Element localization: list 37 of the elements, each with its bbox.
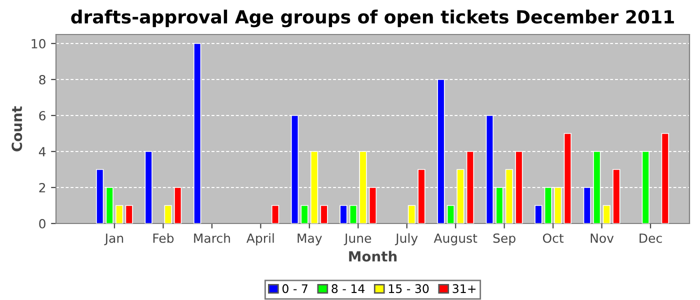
y-axis-title: Count [12,106,22,152]
y-tick-label: 2 [39,182,46,192]
bar [534,205,542,224]
x-tick-label: Dec [640,234,662,243]
x-axis-title: Month [349,250,397,262]
legend-label: 8 - 14 [332,284,365,294]
bar [340,205,348,224]
chart-title: drafts-approval Age groups of open tickets December 2011 [71,10,674,28]
bar [164,205,172,224]
bar [300,205,308,224]
x-tick-label: August [434,234,478,246]
legend-label: 15 - 30 [388,284,429,294]
y-tick-label: 8 [39,74,46,84]
x-tick-label: May [298,234,322,246]
x-tick-label: Feb [153,233,174,243]
bar [408,205,416,224]
x-tick-label: Jan [104,234,124,246]
bar [320,205,328,224]
bar [271,205,280,224]
y-tick-label: 6 [39,110,46,120]
x-tick-label: Sep [493,233,516,246]
x-tick-label: March [194,233,230,243]
legend-label: 31+ [452,284,476,294]
bar [125,205,133,224]
y-tick-label: 10 [32,38,46,48]
bar [349,205,358,224]
bar [446,205,455,224]
bar [602,205,610,224]
x-tick-label: Nov [590,234,614,243]
x-tick-label: Oct [542,233,564,243]
bar [116,205,124,224]
x-tick-label: June [344,234,372,246]
y-tick-label: 0 [39,218,46,228]
legend-label: 0 - 7 [282,284,308,294]
x-tick-label: July [394,233,418,246]
x-tick-label: April [246,233,274,246]
y-tick-label: 4 [38,147,46,156]
